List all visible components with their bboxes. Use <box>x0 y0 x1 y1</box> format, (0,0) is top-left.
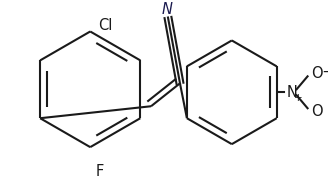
Text: F: F <box>96 163 104 179</box>
Text: Cl: Cl <box>98 18 112 33</box>
Text: +: + <box>294 93 303 103</box>
Text: -: - <box>323 64 328 79</box>
Text: O: O <box>311 104 322 119</box>
Text: N: N <box>286 85 297 100</box>
Text: N: N <box>161 2 173 17</box>
Text: O: O <box>311 66 322 81</box>
